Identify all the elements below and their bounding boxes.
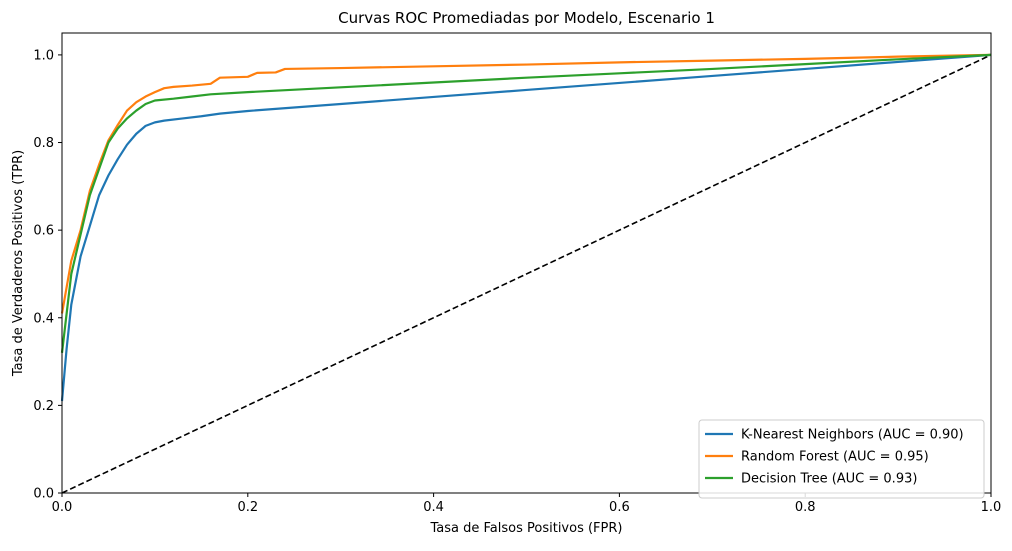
axes: 0.0 0.2 0.4 0.6 0.8 1.0 0.0 0.2 0.4 0.6 0.8 1.0 — [33, 48, 1001, 515]
y-tick-label: 0.8 — [33, 136, 54, 151]
y-tick-label: 0.2 — [33, 399, 54, 414]
y-tick-label: 0.4 — [33, 311, 54, 326]
series-line-0 — [60, 53, 992, 402]
y-tick-label: 0.6 — [33, 224, 54, 239]
legend: K-Nearest Neighbors (AUC = 0.90) Random F… — [698, 419, 985, 499]
x-tick-label: 0.4 — [423, 500, 444, 515]
legend-label: K-Nearest Neighbors (AUC = 0.90) — [741, 428, 964, 443]
x-tick-label: 0.8 — [795, 500, 816, 515]
series-line-2 — [60, 53, 992, 353]
y-axis-label: Tasa de Verdaderos Positivos (TPR) — [11, 150, 26, 377]
legend-box — [698, 419, 985, 499]
y-tick-label: 1.0 — [33, 48, 54, 63]
x-tick-label: 1.0 — [981, 500, 1002, 515]
x-tick-label: 0.2 — [237, 500, 258, 515]
y-tick-label: 0.0 — [33, 487, 54, 502]
x-tick-label: 0.6 — [609, 500, 630, 515]
legend-label: Random Forest (AUC = 0.95) — [741, 450, 929, 465]
diagonal-reference-line — [61, 54, 992, 494]
legend-label: Decision Tree (AUC = 0.93) — [741, 472, 917, 487]
chart-title: Curvas ROC Promediadas por Modelo, Escen… — [338, 9, 715, 27]
x-axis-label: Tasa de Falsos Positivos (FPR) — [430, 521, 623, 536]
x-tick-label: 0.0 — [52, 500, 73, 515]
plot-frame — [61, 32, 992, 494]
plot-area — [60, 53, 992, 494]
